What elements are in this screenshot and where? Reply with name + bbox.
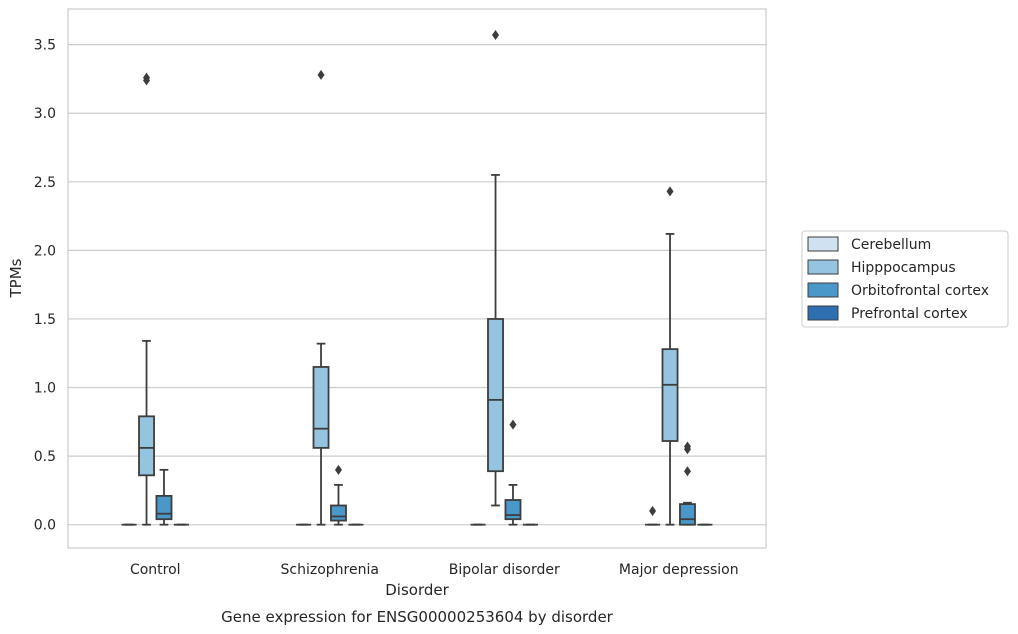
y-axis-ticks: 0.0 0.5 1.0 1.5 2.0 2.5 3.0 3.5	[34, 38, 56, 534]
x-tick-label: Schizophrenia	[281, 562, 379, 578]
box-body	[504, 499, 522, 521]
x-axis-label: Disorder	[385, 581, 449, 599]
y-tick-label: 1.5	[34, 312, 56, 328]
box-body	[155, 494, 173, 521]
legend: Cerebellum Hipppocampus Orbitofrontal cort…	[801, 230, 1009, 328]
outlier-point	[683, 466, 691, 477]
x-axis-ticks: Control Schizophrenia Bipolar disorder Majo…	[130, 562, 739, 578]
legend-label: Hipppocampus	[851, 260, 956, 276]
y-tick-label: 0.5	[34, 449, 56, 465]
y-tick-label: 3.5	[34, 38, 56, 54]
box-body	[661, 348, 679, 442]
y-tick-label: 0.0	[34, 518, 56, 534]
y-tick-label: 2.5	[34, 175, 56, 191]
box-orbitofrontal-cortex	[330, 464, 347, 526]
box-cerebellum	[645, 505, 661, 526]
legend-swatch	[807, 305, 839, 321]
legend-label: Orbitofrontal cortex	[851, 283, 989, 299]
outlier-point	[143, 72, 151, 83]
y-tick-label: 2.0	[34, 243, 56, 259]
box-body	[138, 415, 155, 477]
outlier-point	[509, 419, 517, 430]
box-body	[679, 503, 696, 526]
box-body	[312, 366, 330, 449]
y-axis-label: TPMs	[7, 258, 25, 298]
x-tick-label: Bipolar disorder	[449, 562, 560, 578]
y-tick-label: 3.0	[34, 106, 56, 122]
outlier-point	[683, 441, 691, 452]
legend-label: Cerebellum	[851, 237, 931, 253]
outlier-point	[317, 69, 325, 80]
box-orbitofrontal-cortex	[155, 468, 173, 526]
y-tick-label: 1.0	[34, 381, 56, 397]
plot-frame	[67, 8, 767, 549]
x-tick-label: Control	[130, 562, 181, 578]
legend-swatch	[807, 259, 839, 275]
box-body	[330, 504, 347, 522]
box-orbitofrontal-cortex	[679, 441, 696, 526]
box-orbitofrontal-cortex	[504, 419, 522, 526]
legend-swatch	[807, 236, 839, 252]
outlier-point	[492, 30, 500, 41]
chart-caption: Gene expression for ENSG00000253604 by d…	[221, 608, 614, 626]
legend-swatch	[807, 282, 839, 298]
plot-area	[121, 30, 713, 526]
x-tick-label: Major depression	[619, 562, 739, 578]
outlier-point	[666, 186, 674, 197]
box-hipppocampus	[661, 186, 679, 526]
outlier-point	[334, 464, 342, 475]
outlier-point	[649, 505, 657, 516]
box-body	[487, 318, 504, 473]
legend-box	[801, 230, 1009, 328]
box-hipppocampus	[138, 72, 155, 526]
box-hipppocampus	[487, 30, 504, 507]
box-hipppocampus	[312, 69, 330, 526]
legend-label: Prefrontal cortex	[851, 306, 968, 322]
